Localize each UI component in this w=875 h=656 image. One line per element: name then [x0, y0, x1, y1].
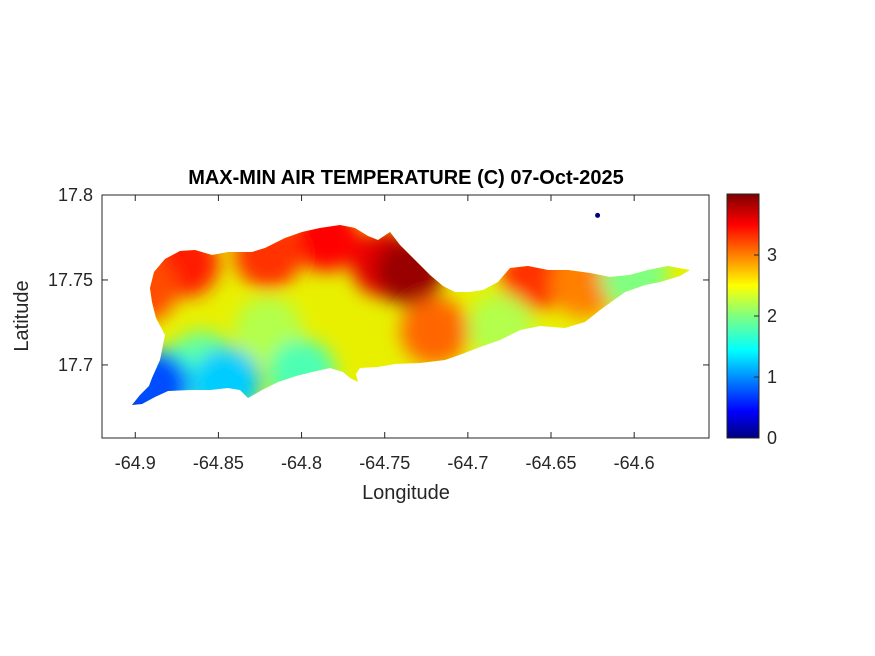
colorbar [726, 193, 760, 439]
colorbar-tick-label: 0 [767, 428, 777, 448]
cay-marker [595, 212, 601, 218]
x-tick-label: -64.9 [115, 453, 156, 473]
x-tick-label: -64.85 [193, 453, 244, 473]
y-tick-label: 17.7 [58, 355, 93, 375]
x-tick-label: -64.65 [525, 453, 576, 473]
heat-point [292, 225, 361, 272]
x-tick-label: -64.7 [447, 453, 488, 473]
colorbar-tick-label: 3 [767, 245, 777, 265]
x-tick-label: -64.8 [281, 453, 322, 473]
y-axis-label: Latitude [11, 280, 33, 351]
colorbar-tick-label: 1 [767, 367, 777, 387]
heat-point [400, 296, 469, 365]
x-axis-label: Longitude [362, 482, 450, 504]
colorbar-tick-label: 2 [767, 306, 777, 326]
x-tick-label: -64.6 [614, 453, 655, 473]
y-tick-label: 17.75 [48, 270, 93, 290]
chart-title: MAX-MIN AIR TEMPERATURE (C) 07-Oct-2025 [188, 167, 624, 189]
colorbar-axis: 0 1 2 3 [754, 245, 777, 448]
y-axis: 17.7 17.75 17.8 [48, 185, 709, 375]
x-axis: -64.9 -64.85 -64.8 -64.75 -64.7 -64.65 -64.6 [115, 195, 655, 473]
x-tick-label: -64.75 [359, 453, 410, 473]
y-tick-label: 17.8 [58, 185, 93, 205]
